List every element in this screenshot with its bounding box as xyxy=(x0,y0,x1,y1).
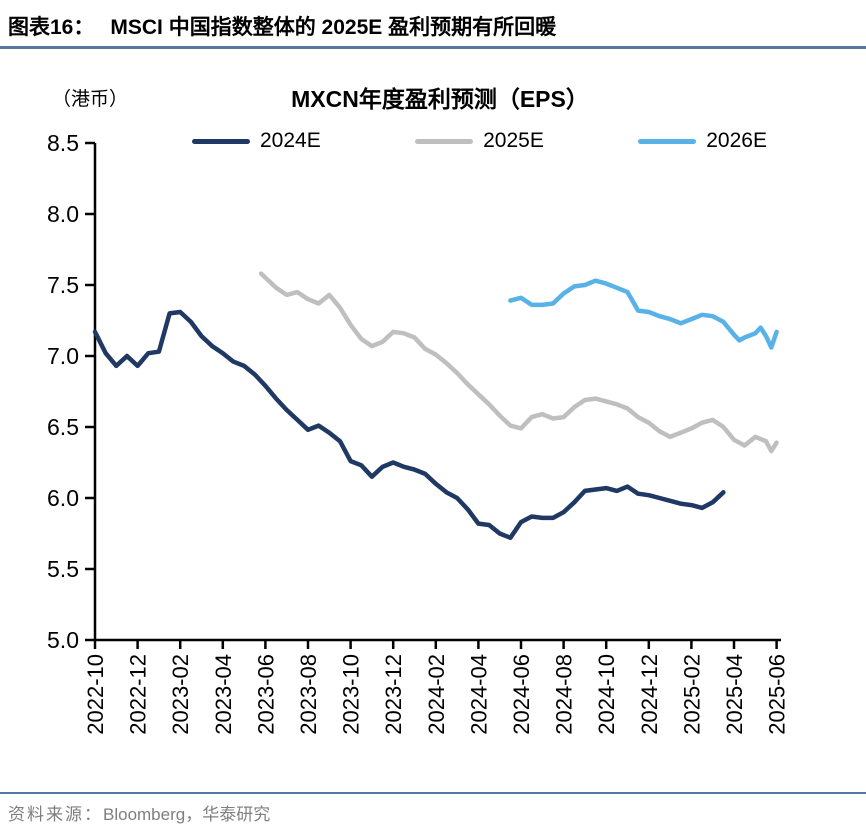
legend: 2024E 2025E 2026E xyxy=(192,129,767,153)
figure-title: MSCI 中国指数整体的 2025E 盈利预期有所回暖 xyxy=(110,16,557,39)
legend-swatch-2024e xyxy=(192,138,250,144)
x-tick-label: 2025-04 xyxy=(722,654,747,735)
y-tick-label: 8.5 xyxy=(47,130,79,156)
x-tick-label: 2024-08 xyxy=(552,654,577,735)
y-tick-label: 7.5 xyxy=(47,272,79,298)
legend-item-2026e: 2026E xyxy=(638,129,767,153)
legend-swatch-2025e xyxy=(415,138,474,144)
source-text: Bloomberg，华泰研究 xyxy=(103,805,271,824)
x-tick-label: 2024-06 xyxy=(509,654,534,735)
header-divider xyxy=(0,46,866,49)
x-tick-label: 2024-12 xyxy=(637,654,662,735)
series-line-2024e xyxy=(92,309,726,541)
x-tick-label: 2023-10 xyxy=(339,654,364,735)
y-tick-label: 5.0 xyxy=(47,627,79,653)
y-tick-label: 8.0 xyxy=(47,201,79,227)
x-tick-label: 2025-02 xyxy=(679,654,704,735)
y-axis-unit-label: （港币） xyxy=(52,89,129,110)
x-tick-label: 2023-12 xyxy=(381,654,406,735)
x-tick-label: 2022-10 xyxy=(83,654,108,735)
series-line-2026e xyxy=(508,278,779,350)
y-tick-label: 5.5 xyxy=(47,556,79,582)
x-tick-label: 2024-02 xyxy=(424,654,449,735)
x-tick-label: 2023-08 xyxy=(296,654,321,735)
legend-label-2024e: 2024E xyxy=(260,129,321,152)
x-tick-label: 2023-06 xyxy=(253,654,278,735)
legend-item-2024e: 2024E xyxy=(192,129,321,153)
x-tick-label: 2022-12 xyxy=(126,654,151,735)
series-line-2025e xyxy=(258,271,779,454)
x-tick-label: 2024-10 xyxy=(594,654,619,735)
y-tick-label: 7.0 xyxy=(47,343,79,369)
legend-swatch-2026e xyxy=(638,138,697,144)
legend-label-2026e: 2026E xyxy=(706,129,767,152)
y-tick-label: 6.5 xyxy=(47,414,79,440)
legend-label-2025e: 2025E xyxy=(483,129,544,152)
x-tick-label: 2024-04 xyxy=(466,654,491,735)
figure-header: 图表16： MSCI 中国指数整体的 2025E 盈利预期有所回暖 xyxy=(8,11,556,41)
source-footer: 资料来源：Bloomberg，华泰研究 xyxy=(8,800,270,825)
x-tick-label: 2023-02 xyxy=(168,654,193,735)
chart-title: MXCN年度盈利预测（EPS） xyxy=(291,86,589,112)
footer-divider xyxy=(0,792,866,794)
y-tick-label: 6.0 xyxy=(47,485,79,511)
source-prefix: 资料来源： xyxy=(8,805,103,824)
legend-item-2025e: 2025E xyxy=(415,129,544,153)
x-tick-label: 2025-06 xyxy=(765,654,790,735)
figure-number: 图表16： xyxy=(8,16,95,39)
x-tick-label: 2023-04 xyxy=(211,654,236,735)
